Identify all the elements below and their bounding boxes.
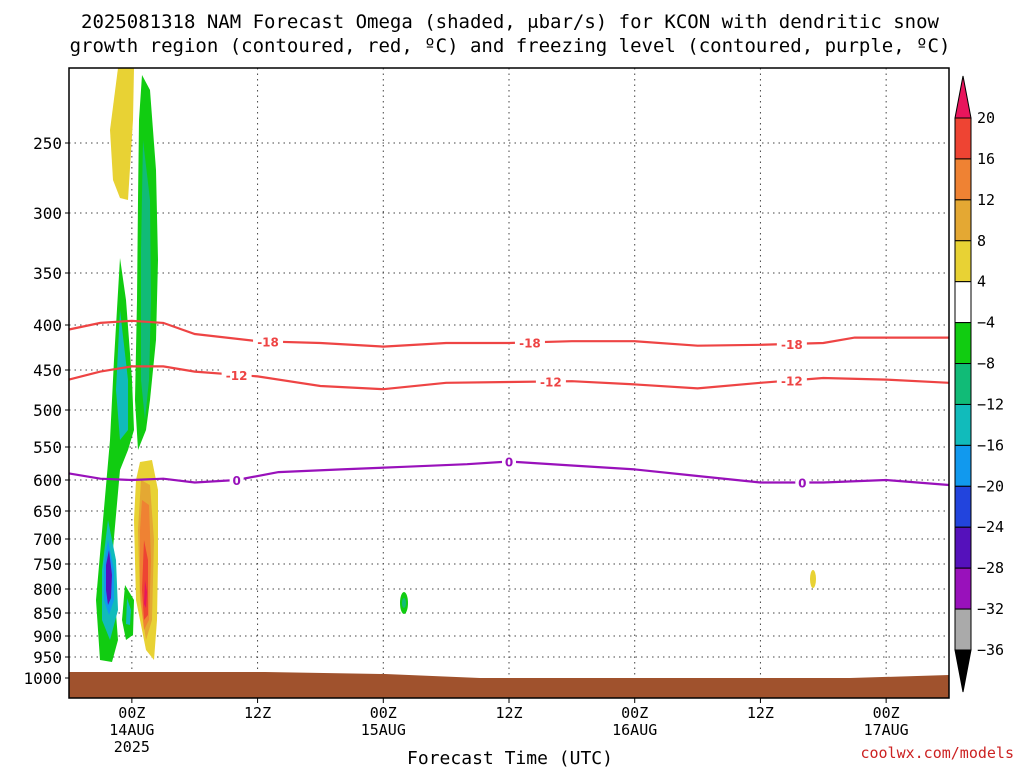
colorbar-label: −28 xyxy=(977,559,1004,577)
colorbar-segment xyxy=(954,403,972,446)
gridlines xyxy=(69,68,949,698)
contour-label: -12 xyxy=(540,375,562,389)
contour-line xyxy=(68,319,949,348)
omega-blob-lower-positive-magenta xyxy=(144,580,147,608)
contour-label: -18 xyxy=(257,336,279,350)
colorbar-segment xyxy=(954,444,972,487)
omega-blob-teal-left xyxy=(116,310,128,440)
y-tick-label: 250 xyxy=(33,134,62,153)
plot-area: -18 -18 -18 -12 -12 -12 0 0 0 xyxy=(68,67,950,699)
chart-title-line-1: 2025081318 NAM Forecast Omega (shaded, μ… xyxy=(81,11,939,33)
colorbar-top-arrow xyxy=(954,75,972,119)
y-axis-ticks: 250 300 350 400 450 500 550 600 650 700 750 800 850 9… xyxy=(23,134,69,688)
x-tick-label: 12Z xyxy=(495,704,522,722)
y-tick-label: 950 xyxy=(33,648,62,667)
contour-label-bg xyxy=(514,335,545,350)
y-tick-label: 350 xyxy=(33,264,62,283)
x-tick-label: 16AUG xyxy=(612,721,657,739)
colorbar-segment xyxy=(954,322,972,365)
colorbar-label: 12 xyxy=(977,191,995,209)
y-tick-label: 650 xyxy=(33,502,62,521)
y-tick-label: 850 xyxy=(33,604,62,623)
contour-label: -12 xyxy=(781,374,803,388)
x-tick-label: 00Z xyxy=(118,704,145,722)
colorbar-segment xyxy=(954,608,972,651)
colorbar-segment xyxy=(954,240,972,283)
y-tick-label: 450 xyxy=(33,361,62,380)
contour-label-bg xyxy=(535,374,566,389)
y-tick-label: 600 xyxy=(33,471,62,490)
contour-label-bg xyxy=(229,473,244,487)
contour-label-bg xyxy=(221,367,252,382)
x-tick-label: 00Z xyxy=(621,704,648,722)
credit-text: coolwx.com/models xyxy=(860,744,1014,762)
contour-label-bg xyxy=(795,475,810,490)
y-tick-label: 900 xyxy=(33,627,62,646)
omega-blob-green-isolated-core xyxy=(402,598,406,608)
omega-blob-upper-positive xyxy=(110,68,134,200)
y-tick-label: 700 xyxy=(33,530,62,549)
colorbar-segment xyxy=(954,281,972,324)
contour-label: -12 xyxy=(226,369,248,383)
contours: -18 -18 -18 -12 -12 -12 0 0 0 xyxy=(68,319,950,490)
colorbar-segment xyxy=(954,158,972,201)
contour-label-bg xyxy=(776,336,807,351)
x-tick-label: 2025 xyxy=(114,738,150,756)
contour-label: -18 xyxy=(781,338,803,352)
colorbar-label: −4 xyxy=(977,314,995,332)
colorbar-label: 16 xyxy=(977,150,995,168)
omega-blob-teal-small xyxy=(126,598,131,625)
colorbar-segment xyxy=(954,363,972,405)
colorbar-segment xyxy=(954,567,972,610)
colorbar-label: 4 xyxy=(977,273,986,291)
contour-line xyxy=(68,460,950,487)
colorbar-segment xyxy=(954,199,972,242)
y-tick-label: 1000 xyxy=(23,669,62,688)
colorbar-segment xyxy=(954,485,972,528)
colorbar-bottom-arrow xyxy=(954,649,972,693)
y-tick-label: 800 xyxy=(33,580,62,599)
y-tick-label: 500 xyxy=(33,401,62,420)
y-tick-label: 400 xyxy=(33,316,62,335)
ground-band xyxy=(69,672,949,698)
colorbar-label: −20 xyxy=(977,477,1004,495)
colorbar-segment xyxy=(954,117,972,160)
contour-label: 0 xyxy=(232,474,240,488)
colorbar-label: −36 xyxy=(977,641,1004,659)
x-tick-label: 15AUG xyxy=(361,721,406,739)
colorbar-label: −12 xyxy=(977,395,1004,413)
x-tick-label: 00Z xyxy=(370,704,397,722)
colorbar-label: −16 xyxy=(977,436,1004,454)
x-tick-label: 14AUG xyxy=(109,721,154,739)
y-tick-label: 300 xyxy=(33,204,62,223)
chart-title-line-2: growth region (contoured, red, ºC) and f… xyxy=(70,35,951,57)
contour-label: -18 xyxy=(519,336,541,350)
colorbar: 20 16 12 8 4 −4 −8 −12 −16 −20 −24 −28 −32 −36 xyxy=(954,75,1004,693)
omega-blob-yellow-isolated xyxy=(810,570,816,588)
colorbar-label: −8 xyxy=(977,355,995,373)
contour-label-bg xyxy=(502,454,516,469)
contour-label: 0 xyxy=(505,456,513,470)
x-tick-label: 17AUG xyxy=(864,721,909,739)
contour-label-bg xyxy=(253,334,284,349)
x-tick-label: 00Z xyxy=(873,704,900,722)
colorbar-label: 8 xyxy=(977,232,986,250)
colorbar-label: −24 xyxy=(977,518,1004,536)
omega-shading xyxy=(96,68,816,662)
colorbar-segment xyxy=(954,526,972,569)
colorbar-label: −32 xyxy=(977,600,1004,618)
y-tick-label: 550 xyxy=(33,438,62,457)
x-axis-label: Forecast Time (UTC) xyxy=(407,748,613,768)
omega-blob-green-right-core xyxy=(141,140,151,420)
omega-blob-purple-core xyxy=(106,550,112,605)
x-tick-label: 12Z xyxy=(747,704,774,722)
x-tick-label: 12Z xyxy=(244,704,271,722)
y-tick-label: 750 xyxy=(33,555,62,574)
contour-label-bg xyxy=(776,373,807,388)
contour-label: 0 xyxy=(798,476,806,490)
colorbar-label: 20 xyxy=(977,109,995,127)
